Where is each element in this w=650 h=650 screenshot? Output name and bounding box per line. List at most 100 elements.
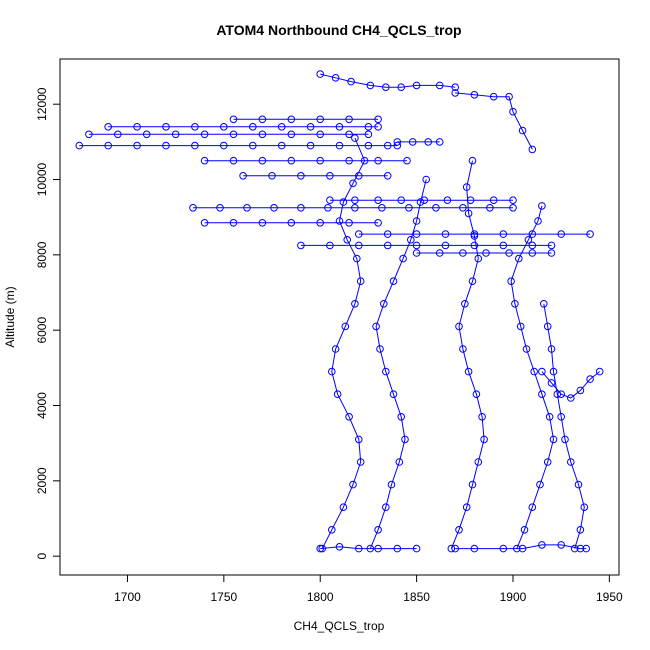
data-point — [595, 367, 604, 376]
data-point — [580, 503, 589, 512]
data-point — [142, 130, 151, 139]
data-point — [557, 413, 566, 421]
data-point — [397, 196, 406, 204]
data-point — [85, 130, 93, 139]
data-point — [104, 123, 112, 131]
data-point — [229, 115, 238, 124]
data-point — [528, 241, 537, 250]
data-point — [171, 130, 180, 139]
data-point — [459, 204, 467, 212]
data-point — [470, 241, 479, 250]
data-point — [364, 141, 373, 150]
data-point — [287, 219, 296, 227]
data-point — [297, 204, 305, 212]
data-point — [547, 379, 556, 387]
data-point — [387, 480, 396, 489]
data-point — [220, 123, 228, 131]
data-point — [509, 204, 517, 212]
data-point — [422, 175, 431, 184]
data-point — [509, 107, 517, 116]
data-point — [540, 300, 548, 308]
data-point — [459, 345, 467, 353]
data-point — [287, 115, 296, 124]
data-point — [364, 130, 373, 139]
data-point — [277, 141, 286, 150]
data-point — [374, 526, 382, 534]
data-point — [341, 322, 350, 331]
data-series-3 — [447, 156, 488, 553]
data-point — [133, 141, 141, 150]
x-tick-label: 1900 — [500, 590, 527, 604]
data-series-1 — [318, 134, 369, 553]
data-point — [538, 367, 546, 376]
data-point — [549, 367, 558, 376]
data-point — [339, 198, 348, 206]
data-point — [382, 503, 390, 512]
data-point — [189, 204, 197, 212]
data-point — [405, 204, 413, 212]
y-axis-label: Altitude (m) — [3, 286, 17, 347]
x-tick-label: 1750 — [210, 590, 237, 604]
data-point — [104, 141, 112, 150]
data-point — [455, 322, 463, 331]
data-point — [345, 130, 353, 139]
data-point — [574, 480, 583, 489]
data-series-18 — [393, 138, 444, 146]
data-point — [412, 217, 421, 225]
y-tick-label: 4000 — [35, 392, 49, 419]
data-point — [316, 70, 325, 78]
data-series-7 — [85, 130, 373, 139]
data-point — [75, 141, 84, 150]
data-point — [324, 204, 332, 212]
data-point — [395, 458, 404, 466]
data-point — [393, 544, 402, 553]
data-point — [351, 204, 359, 212]
data-point — [528, 503, 537, 512]
data-point — [451, 89, 460, 97]
data-point — [316, 219, 325, 227]
series-line — [450, 160, 485, 549]
data-point — [345, 156, 353, 165]
data-point — [345, 115, 353, 124]
data-point — [470, 230, 479, 238]
data-point — [349, 179, 357, 188]
data-series-23 — [538, 367, 604, 402]
data-point — [489, 92, 498, 101]
data-point — [474, 458, 483, 466]
data-point — [366, 81, 375, 90]
data-point — [403, 156, 411, 165]
data-point — [520, 526, 529, 534]
data-point — [507, 277, 515, 286]
data-point — [355, 435, 363, 444]
data-point — [364, 123, 373, 131]
data-point — [518, 544, 527, 553]
data-point — [355, 241, 363, 250]
data-series-20 — [451, 89, 537, 154]
data-point — [549, 435, 558, 444]
data-point — [420, 196, 429, 204]
data-point — [412, 544, 421, 553]
data-point — [200, 130, 209, 139]
data-point — [383, 141, 392, 150]
data-point — [536, 480, 544, 489]
data-point — [412, 81, 421, 90]
data-point — [356, 458, 365, 466]
data-point — [382, 83, 390, 91]
data-point — [451, 83, 460, 91]
data-series-5 — [540, 300, 589, 553]
data-point — [466, 196, 475, 204]
data-point — [328, 367, 336, 376]
data-point — [468, 156, 477, 165]
data-point — [461, 300, 469, 308]
data-point — [518, 126, 527, 135]
data-point — [316, 156, 325, 165]
data-point — [258, 219, 267, 227]
data-point — [229, 156, 238, 165]
data-point — [335, 123, 344, 131]
data-point — [374, 219, 382, 227]
data-point — [356, 277, 365, 286]
data-point — [372, 322, 380, 331]
data-series-17 — [326, 196, 517, 204]
data-point — [582, 544, 591, 553]
